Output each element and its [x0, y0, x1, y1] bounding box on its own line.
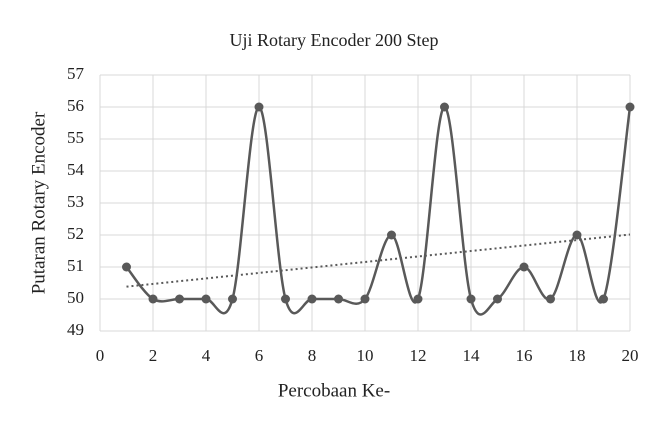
- marker: [387, 230, 396, 240]
- x-tick-label: 14: [463, 346, 481, 365]
- marker: [413, 294, 423, 304]
- marker: [307, 294, 317, 304]
- y-tick-label: 53: [67, 192, 84, 211]
- marker: [175, 294, 184, 304]
- marker: [572, 230, 582, 240]
- marker: [360, 294, 370, 304]
- x-tick-label: 16: [516, 346, 533, 365]
- x-tick-label: 12: [410, 346, 427, 365]
- marker: [334, 294, 343, 304]
- marker: [281, 294, 290, 304]
- y-tick-label: 50: [67, 288, 84, 307]
- x-tick-label: 8: [308, 346, 317, 365]
- y-tick-label: 56: [67, 96, 84, 115]
- marker: [122, 262, 131, 272]
- y-tick-label: 51: [67, 256, 84, 275]
- marker: [148, 294, 158, 304]
- chart-title: Uji Rotary Encoder 200 Step: [230, 30, 439, 50]
- y-tick-label: 54: [67, 160, 85, 179]
- marker: [599, 294, 608, 304]
- y-tick-label: 57: [67, 64, 85, 83]
- x-tick-label: 6: [255, 346, 264, 365]
- x-axis-label: Percobaan Ke-: [278, 380, 390, 401]
- marker: [466, 294, 476, 304]
- x-tick-label: 20: [622, 346, 639, 365]
- marker: [519, 262, 529, 272]
- y-tick-label: 52: [67, 224, 84, 243]
- marker: [493, 294, 502, 304]
- trendline: [126, 233, 631, 288]
- marker: [440, 102, 449, 112]
- marker: [625, 102, 635, 112]
- x-tick-label: 18: [569, 346, 586, 365]
- marker: [254, 102, 264, 112]
- marker: [228, 294, 237, 304]
- x-tick-label: 10: [357, 346, 374, 365]
- x-tick-label: 0: [96, 346, 105, 365]
- y-tick-label: 55: [67, 128, 84, 147]
- x-tick-label: 4: [202, 346, 211, 365]
- marker: [201, 294, 211, 304]
- x-tick-label: 2: [149, 346, 158, 365]
- y-axis-label: Putaran Rotary Encoder: [28, 111, 49, 294]
- marker: [546, 294, 555, 304]
- y-tick-label: 49: [67, 320, 84, 339]
